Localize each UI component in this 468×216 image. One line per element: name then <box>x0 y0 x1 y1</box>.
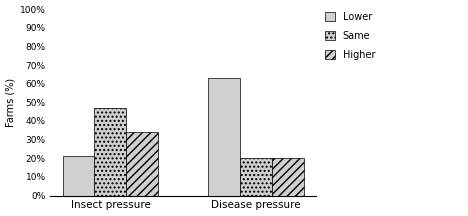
Bar <box>63 156 95 195</box>
Bar <box>126 132 159 195</box>
Bar <box>240 158 272 195</box>
Bar <box>95 108 126 195</box>
Bar <box>208 78 240 195</box>
Legend: Lower, Same, Higher: Lower, Same, Higher <box>323 10 377 62</box>
Y-axis label: Farms (%): Farms (%) <box>6 78 15 127</box>
Bar <box>272 158 304 195</box>
